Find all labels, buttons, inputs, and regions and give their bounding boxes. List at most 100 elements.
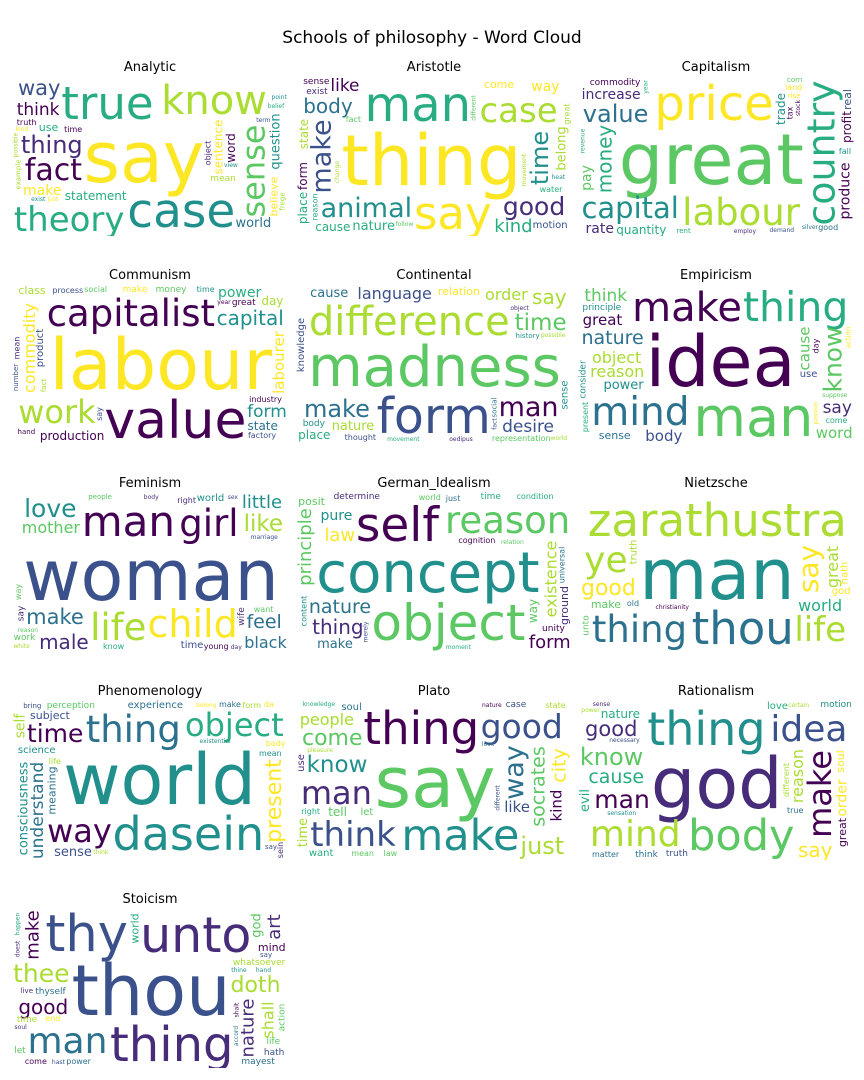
cloud-word: make [23,182,62,199]
cloud-word: form [247,401,287,422]
cloud-word: mind [591,390,690,436]
cloud-word: sein [276,842,286,859]
cloud-word: knowledge [296,318,308,373]
cloud-word: say [822,397,852,418]
panel-title: Aristotle [406,60,462,75]
cloud-word: dasein [112,806,265,860]
cloud-word: relation [437,284,480,298]
cloud-word: water [539,184,563,194]
cloud-word: word [223,132,238,163]
cloud-word: way [531,78,560,95]
cloud-word: hath [839,561,851,585]
cloud-word: social [490,397,499,418]
cloud-word: universal [557,546,567,584]
cloud-word: merely [362,621,370,643]
cloud-word: just [520,831,565,860]
cloud-word: certain [788,701,810,709]
cloud-word: hand [255,967,272,975]
cloud-word: rent [676,227,691,236]
cloud-word: order [834,779,851,817]
cloud-word: people [299,710,354,730]
cloud-word: make [218,700,241,710]
cloud-word: world [550,434,568,442]
cloud-word: kind [15,125,29,133]
cloud-word: soul [341,701,362,713]
cloud-word: world [196,492,225,504]
cloud-word: sensation [607,810,637,818]
word-cloud-panel: Communism labour value capitalist work capita… [12,268,288,448]
cloud-word: year [642,80,650,94]
cloud-word: christianity [655,603,689,611]
cloud-word: object [510,304,529,312]
cloud-word: principle [296,507,316,586]
cloud-word: make [303,394,370,423]
cloud-word: capital [581,190,679,225]
cloud-word: thee [13,958,70,988]
cloud-word: product [35,328,47,368]
cloud-word: fact [345,115,362,125]
cloud-word: world [798,595,843,615]
cloud-word: point [271,93,287,101]
cloud-word: tell [328,805,347,820]
cloud-word: da [263,700,274,710]
cloud-word: present [581,401,591,433]
cloud-word: great [582,310,623,329]
word-cloud-panel: Stoicism thou thing thy unto man thee doth natur… [12,892,288,1072]
cloud-word: great [835,817,849,847]
cloud-word: say [94,406,104,421]
cloud-word: self [355,497,439,553]
cloud-word: statement [64,189,127,204]
cloud-word: time [480,492,501,503]
cloud-word: just [445,493,461,503]
cloud-word: think [310,814,396,855]
cloud-word: time [64,124,83,134]
cloud-word: profit [840,111,854,144]
cloud-word: male [39,629,89,652]
cloud-word: power [217,285,262,302]
cloud-word: think [635,849,658,860]
cloud-word: make [401,810,520,860]
cloud-word: wife [236,607,247,626]
cloud-word: say [792,545,826,594]
word-cloud-panel: Rationalism god thing body mind idea man make ca… [578,684,854,864]
cloud-word: know [818,326,848,393]
cloud-word: present [262,758,288,843]
cloud-word: whatsoever [232,958,286,969]
cloud-word: world [235,216,272,232]
cloud-word: place [298,427,331,442]
cloud-word: action [276,1004,287,1032]
panel-title: Continental [396,268,472,283]
cloud-word: rise [787,92,801,101]
cloud-word: history [515,331,540,340]
word-cloud: great price country labour capital money produ… [578,76,854,236]
cloud-word: city [548,747,571,783]
cloud-word: say [374,742,496,825]
cloud-word: case [479,90,558,131]
cloud-word: ye [584,540,628,582]
cloud-word: price [654,76,774,133]
panel-title: Capitalism [681,60,751,75]
cloud-word: nature [331,419,375,435]
cloud-word: object [591,347,642,367]
cloud-word: love [766,701,788,713]
cloud-word: love [481,741,495,749]
cloud-word: value [582,99,649,128]
cloud-word: number [12,363,21,391]
cloud-word: follow [395,221,414,229]
cloud-word: body [302,418,325,429]
cloud-word: say [413,187,492,236]
cloud-word: content [299,596,309,627]
cloud-word: matter [592,850,620,860]
cloud-word: capital [216,305,284,330]
cloud-word: let [360,806,374,818]
panel-title: Communism [109,268,191,283]
cloud-word: way [14,583,24,600]
cloud-word: make [800,750,839,839]
cloud-word: thyself [35,986,66,997]
cloud-word: reason [787,748,807,804]
cloud-word: value [104,390,247,444]
cloud-word: motion [820,700,852,711]
cloud-word: world [63,738,256,821]
cloud-word: time [514,309,567,336]
cloud-word: moment [445,644,471,652]
